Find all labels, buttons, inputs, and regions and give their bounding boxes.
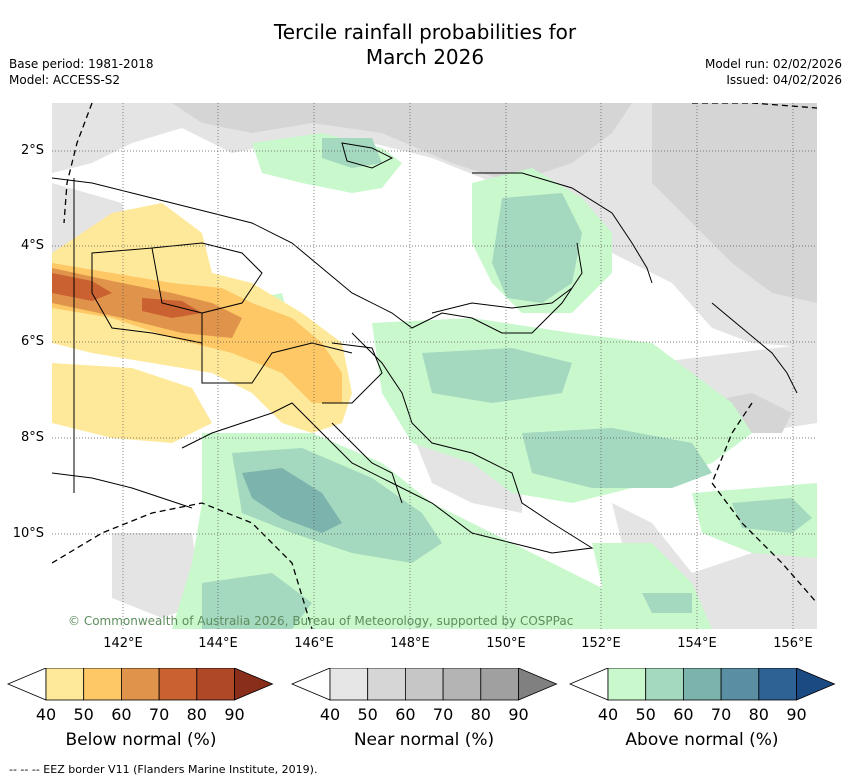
colorbar-segment — [83, 668, 122, 701]
lon-label: 146°E — [294, 636, 334, 651]
colorbar-extend-low — [290, 668, 331, 701]
colorbar-segment — [683, 668, 722, 701]
colorbar-tick-label: 90 — [508, 705, 529, 724]
map-title: Tercile rainfall probabilities for March… — [0, 20, 850, 70]
colorbar-tick-label: 80 — [186, 705, 207, 724]
below-normal-70 — [52, 273, 202, 318]
colorbar-above — [568, 668, 836, 701]
colorbar-tick-label: 50 — [635, 705, 656, 724]
colorbar-segment — [607, 668, 647, 701]
colorbar-tick-label: 60 — [111, 705, 132, 724]
colorbar-tick-label: 80 — [748, 705, 769, 724]
colorbar-tick-label: 50 — [73, 705, 94, 724]
lon-label: 152°E — [581, 636, 621, 651]
gridlines — [52, 103, 817, 629]
colorbar-segment — [480, 668, 519, 701]
above-normal-60 — [242, 468, 342, 533]
colorbar-tick-label: 80 — [470, 705, 491, 724]
colorbar-tick-label: 50 — [357, 705, 378, 724]
lon-label: 150°E — [486, 636, 526, 651]
title-line-2: March 2026 — [365, 45, 485, 69]
colorbar-extend-high — [518, 668, 558, 701]
colorbar-tick-label: 40 — [319, 705, 341, 724]
colorbar-below — [6, 668, 274, 701]
map-canvas: © Commonwealth of Australia 2026, Bureau… — [52, 103, 817, 629]
lat-label: 2°S — [20, 143, 44, 158]
lat-label: 8°S — [20, 430, 44, 445]
lon-label: 154°E — [677, 636, 717, 651]
title-line-1: Tercile rainfall probabilities for — [273, 20, 577, 44]
colorbar-tick-label: 70 — [148, 705, 170, 724]
colorbar-tick-label: 70 — [432, 705, 454, 724]
lon-label: 148°E — [390, 636, 430, 651]
colorbar-segment — [45, 668, 85, 701]
colorbar-segment — [645, 668, 684, 701]
base-period: Base period: 1981-2018 — [9, 57, 154, 71]
lat-label: 4°S — [20, 238, 44, 253]
copyright-notice: © Commonwealth of Australia 2026, Bureau… — [68, 614, 573, 628]
colorbar-segment — [367, 668, 406, 701]
lat-label: 6°S — [20, 334, 44, 349]
colorbar-extend-low — [6, 668, 47, 701]
colorbar-extend-low — [568, 668, 609, 701]
colorbars — [6, 668, 836, 701]
colorbar-tick-label: 40 — [35, 705, 57, 724]
issued-date: Issued: 04/02/2026 — [726, 73, 842, 87]
colorbar-segment — [196, 668, 235, 701]
colorbar-tick-label: 90 — [224, 705, 245, 724]
coastlines — [52, 142, 798, 554]
colorbar-tick-label: 60 — [395, 705, 416, 724]
colorbar-title-near: Near normal (%) — [353, 730, 495, 750]
colorbar-tick-label: 40 — [597, 705, 619, 724]
colorbar-tick-label: 60 — [673, 705, 694, 724]
colorbar-segment — [158, 668, 198, 701]
colorbar-tick-label: 90 — [786, 705, 807, 724]
eez-footnote: -- -- -- EEZ border V11 (Flanders Marine… — [9, 763, 318, 776]
colorbar-tick-label: 70 — [710, 705, 732, 724]
colorbar-title-below: Below normal (%) — [65, 730, 217, 750]
borders — [73, 178, 403, 504]
colorbar-segment — [720, 668, 760, 701]
lat-label: 10°S — [12, 526, 44, 541]
colorbar-extend-high — [796, 668, 836, 701]
lon-label: 144°E — [198, 636, 238, 651]
colorbar-title-above: Above normal (%) — [625, 730, 779, 750]
eez-border — [52, 103, 817, 629]
model-name: Model: ACCESS-S2 — [9, 73, 121, 87]
model-run: Model run: 02/02/2026 — [704, 57, 842, 71]
colorbar-segment — [758, 668, 797, 701]
lon-label: 156°E — [773, 636, 813, 651]
colorbar-extend-high — [234, 668, 274, 701]
above-normal-50 — [202, 138, 812, 629]
meta-left: Base period: 1981-2018 Model: ACCESS-S2 — [9, 56, 154, 88]
colorbar-segment — [329, 668, 369, 701]
colorbar-segment — [442, 668, 482, 701]
colorbar-near — [290, 668, 558, 701]
colorbar-segment — [121, 668, 160, 701]
colorbar-segment — [404, 668, 444, 701]
lon-label: 142°E — [103, 636, 143, 651]
meta-right: Model run: 02/02/2026 Issued: 04/02/2026 — [705, 56, 842, 88]
